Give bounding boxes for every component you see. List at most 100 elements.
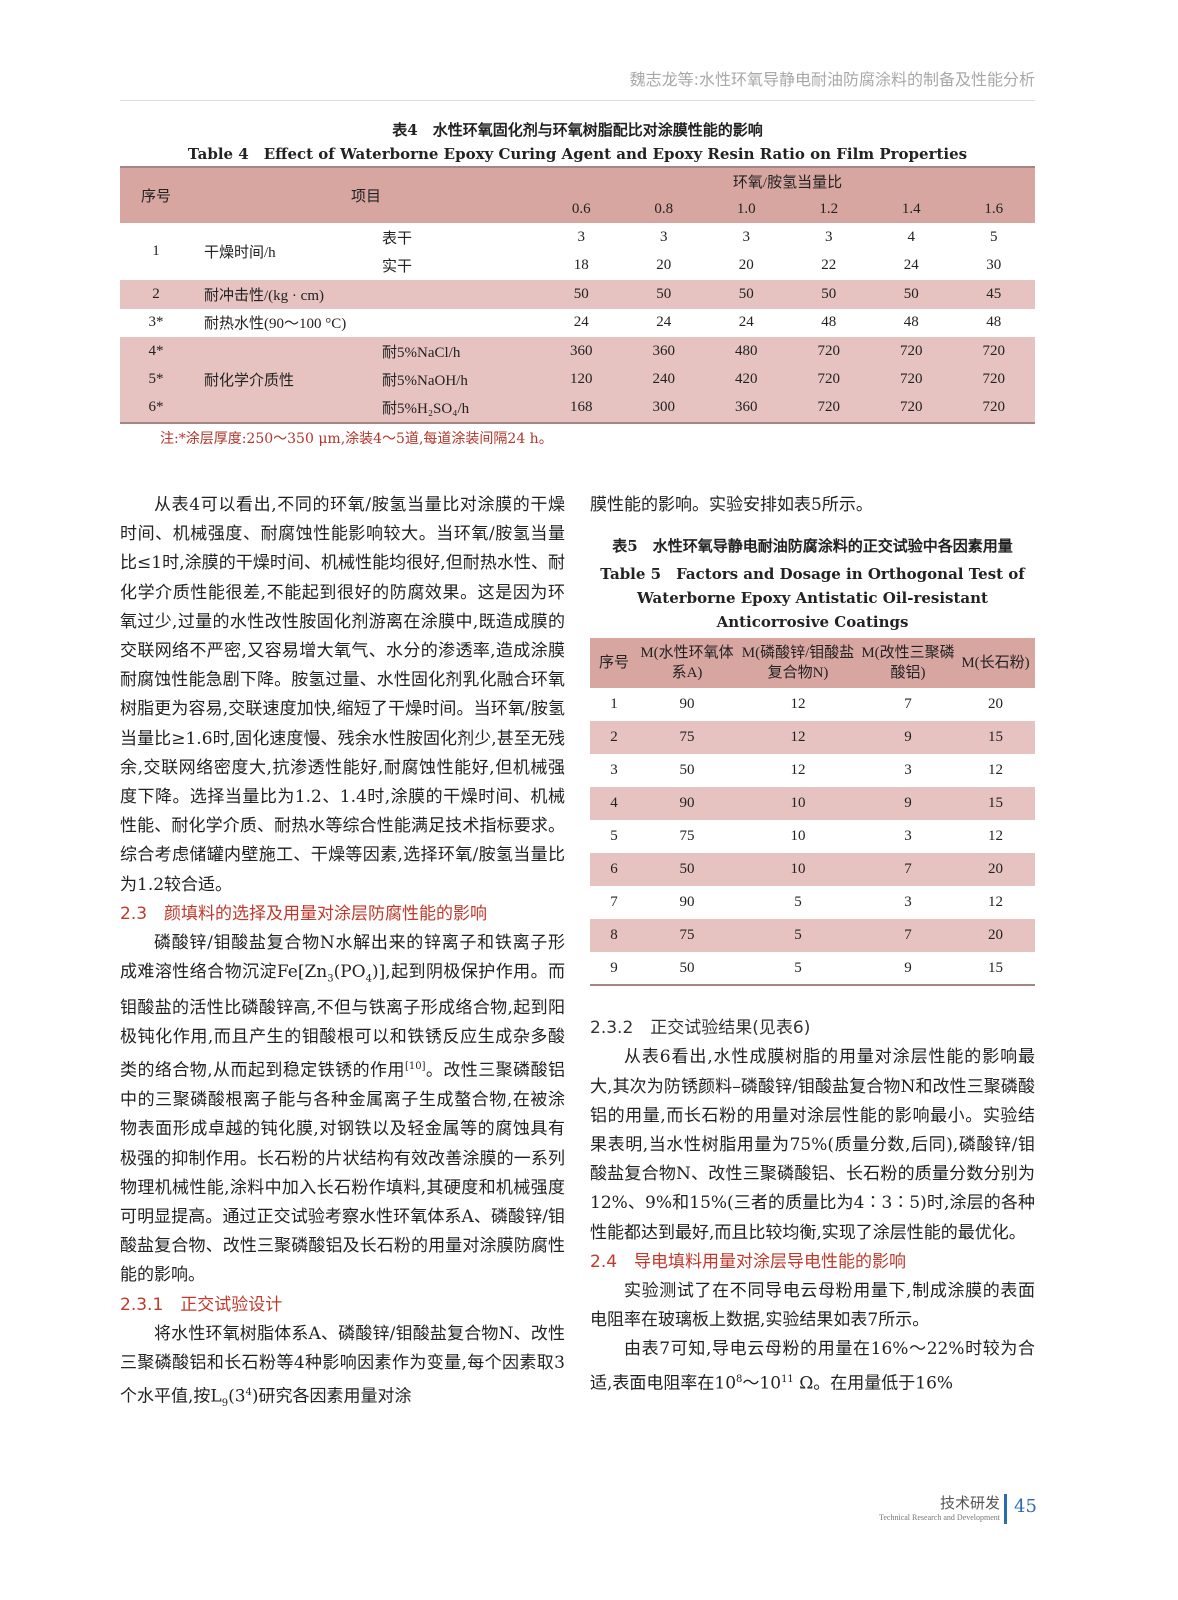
- t4-cell-sub: 实干: [382, 259, 413, 276]
- t4-cell-sub: 耐5%NaCl/h: [382, 344, 461, 361]
- table4-caption-en: Table 4 Effect of Waterborne Epoxy Curin…: [187, 145, 968, 163]
- t4-cell-value: 50: [573, 285, 589, 302]
- footer-divider: [1004, 1494, 1007, 1524]
- t5-cell: 3: [610, 762, 618, 779]
- t5-header: M(磷酸锌/钼酸盐复合物N): [741, 645, 855, 682]
- t5-cell: 9: [610, 959, 618, 976]
- table-row: 1 干燥时间/h 表干 3 3 3 3 4 5: [120, 223, 1035, 261]
- t4-ratio-header: 0.6: [571, 200, 591, 217]
- t5-cell: 12: [988, 894, 1003, 911]
- t4-cell-value: 48: [986, 314, 1002, 331]
- t5-cell: 9: [904, 729, 912, 746]
- t5-header: M(水性环氧体系A): [640, 645, 734, 682]
- t5-cell: 15: [988, 959, 1003, 976]
- t5-cell: 20: [988, 861, 1003, 878]
- t4-cell-item: 耐热水性(90～100 °C): [204, 316, 347, 333]
- table-row: 4 90 10 9 15: [590, 787, 1035, 821]
- table-row: 实干 18 20 20 22 24 30: [120, 252, 1035, 281]
- t5-cell: 3: [904, 828, 912, 845]
- table5-caption-en: Table 5 Factors and Dosage in Orthogonal…: [600, 565, 1025, 632]
- section-heading-2-3-1: 2.3.1 正交试验设计: [120, 1294, 283, 1315]
- t4-cell-sub: 耐5%H₂SO₄/h: [382, 401, 470, 418]
- footer-section-en: Technical Research and Development: [879, 1513, 1000, 1522]
- t5-header: 序号: [598, 655, 629, 672]
- table4: 序号 项目 环氧/胺氢当量比 0.6 0.8 1.0 1.2 1.4 1.6 1 干燥时间/…: [120, 166, 1035, 424]
- t4-ratio-header: 0.8: [654, 200, 674, 217]
- t4-cell-value: 20: [656, 257, 672, 274]
- t5-header: M(改性三聚磷酸铝): [861, 645, 955, 682]
- t4-cell-value: 3: [742, 228, 751, 245]
- t5-cell: 7: [904, 927, 912, 944]
- t4-cell-no: 4*: [148, 342, 164, 359]
- t5-cell: 75: [679, 729, 695, 746]
- t5-cell: 8: [610, 927, 618, 944]
- paragraph: 磷酸锌/钼酸盐复合物N水解出来的锌离子和铁离子形成难溶性络合物沉淀Fe[Zn3(…: [120, 933, 566, 1286]
- t5-header: M(长石粉): [961, 655, 1030, 672]
- t4-ratio-header: 1.4: [901, 200, 921, 217]
- t4-cell-value: 720: [982, 342, 1006, 359]
- paragraph: 由表7可知,导电云母粉的用量在16%～22%时较为合适,表面电阻率在108～10…: [590, 1339, 1035, 1394]
- t4-cell-value: 18: [573, 257, 589, 274]
- table-row: 6* 耐5%H₂SO₄/h 168 300 360 720 720 720: [120, 394, 1035, 423]
- t4-cell-value: 4: [907, 228, 916, 245]
- table-row: 3* 耐热水性(90～100 °C) 24 24 24 48 48 48: [120, 309, 1035, 338]
- paragraph: 将水性环氧树脂体系A、磷酸锌/钼酸盐复合物N、改性三聚磷酸铝和长石粉等4种影响因…: [120, 1323, 565, 1410]
- t5-cell: 10: [790, 828, 806, 845]
- t5-cell: 5: [794, 927, 802, 944]
- t4-cell-value: 720: [900, 342, 923, 359]
- t5-cell: 90: [679, 894, 695, 911]
- running-header: 魏志龙等:水性环氧导静电耐油防腐涂料的制备及性能分析: [120, 66, 1035, 101]
- t4-cell-no: 5*: [148, 371, 164, 388]
- t4-cell-sub: 表干: [382, 230, 413, 247]
- t4-cell-no: 2: [152, 285, 160, 302]
- table-row: 7 90 5 3 12: [590, 886, 1035, 919]
- table-row: 5* 耐化学介质性 耐5%NaOH/h 120 240 420 720 720 720: [120, 365, 1035, 394]
- citation[interactable]: [10]: [404, 1061, 426, 1073]
- table-row: 1 90 12 7 20: [590, 688, 1035, 721]
- t5-cell: 7: [904, 696, 912, 713]
- paragraph: 从表4可以看出,不同的环氧/胺氢当量比对涂膜的干燥时间、机械强度、耐腐蚀性能影响…: [120, 495, 565, 895]
- t4-cell-value: 360: [652, 342, 676, 359]
- t5-cell: 1: [610, 696, 618, 713]
- t4-cell-value: 3: [825, 228, 833, 245]
- t5-cell: 50: [679, 762, 695, 779]
- t4-cell-value: 24: [738, 314, 754, 331]
- t4-cell-item: 干燥时间/h: [204, 245, 276, 261]
- table4-note: 注:*涂层厚度:250～350 μm,涂装4～5道,每道涂装间隔24 h。: [160, 430, 553, 447]
- t4-cell-value: 50: [656, 285, 672, 302]
- t5-cell: 9: [904, 795, 912, 812]
- t4-cell-value: 22: [821, 257, 837, 274]
- t4-cell-value: 20: [738, 257, 754, 274]
- t5-cell: 50: [679, 861, 695, 878]
- t5-cell: 12: [790, 696, 806, 713]
- table-row: 8 75 5 7 20: [590, 919, 1035, 953]
- t5-cell: 10: [790, 861, 806, 878]
- t4-cell-value: 720: [817, 342, 841, 359]
- section-heading-2-3: 2.3 颜填料的选择及用量对涂层防腐性能的影响: [120, 903, 488, 924]
- section-heading-2-3-2: 2.3.2 正交试验结果(见表6): [590, 1018, 811, 1039]
- footer-section-cn: 技术研发: [939, 1494, 1000, 1512]
- t4-ratio-header: 1.0: [736, 200, 756, 217]
- t5-cell: 15: [988, 729, 1003, 746]
- t4-cell-value: 360: [735, 399, 758, 416]
- page-number: 45: [1014, 1496, 1037, 1517]
- table-row: 9 50 5 9 15: [590, 952, 1035, 985]
- t5-cell: 7: [904, 861, 912, 878]
- t4-cell-value: 3: [577, 228, 586, 245]
- t5-cell: 12: [988, 762, 1003, 779]
- paragraph-continued: 膜性能的影响。实验安排如表5所示。: [590, 495, 873, 515]
- t4-cell-value: 240: [652, 371, 676, 388]
- t4-cell-value: 360: [570, 342, 593, 359]
- t4-cell-value: 720: [817, 371, 841, 388]
- table5-caption-cn: 表5 水性环氧导静电耐油防腐涂料的正交试验中各因素用量: [612, 537, 1013, 556]
- t4-cell-value: 720: [817, 399, 841, 416]
- t4-ratio-header: 1.6: [984, 200, 1004, 217]
- t4-cell-value: 720: [900, 399, 923, 416]
- table-row: 4* 耐5%NaCl/h 360 360 480 720 720 720: [120, 337, 1035, 366]
- table-row: 6 50 10 7 20: [590, 853, 1035, 887]
- t5-cell: 2: [610, 729, 618, 746]
- t4-ratio-header: 1.2: [819, 200, 839, 217]
- t5-cell: 50: [679, 959, 695, 976]
- t5-cell: 20: [988, 927, 1003, 944]
- t5-cell: 5: [794, 959, 802, 976]
